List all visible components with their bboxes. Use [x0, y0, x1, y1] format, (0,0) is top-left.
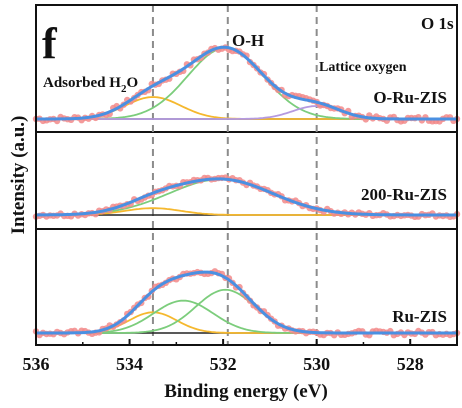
sample-labels: O-Ru-ZIS 200-Ru-ZIS Ru-ZIS — [361, 88, 447, 326]
peak-annotation: Lattice oxygen — [319, 60, 407, 75]
spectrum-panel — [32, 174, 461, 220]
x-axis-label: Binding energy (eV) — [164, 381, 328, 402]
spectrum-panel — [32, 44, 461, 125]
x-tick-label: 534 — [116, 354, 143, 374]
fit-envelope — [36, 45, 457, 121]
peak-annotation: Adsorbed H2O — [43, 75, 138, 95]
plot-frame — [35, 4, 458, 346]
peak-annotations: Adsorbed H2O O-H Lattice oxygen — [43, 31, 407, 95]
raw-data-points — [32, 268, 461, 339]
x-tick-label: 536 — [23, 354, 50, 374]
x-tick-label: 528 — [397, 354, 424, 374]
sample-label: O-Ru-ZIS — [373, 88, 447, 107]
x-axis: 536 534 532 530 528 — [23, 339, 458, 374]
fit-envelope — [36, 177, 457, 217]
peak-annotation: O-H — [232, 31, 264, 50]
panel-separators — [36, 131, 457, 230]
sample-label: Ru-ZIS — [392, 307, 447, 326]
x-tick-label: 532 — [210, 354, 237, 374]
panel-letter: f — [42, 19, 58, 68]
legend-text: O 1s — [421, 14, 454, 33]
fit-envelope — [36, 270, 457, 335]
plot-area — [32, 44, 461, 339]
guide-lines — [151, 5, 318, 345]
spectrum-panel — [32, 268, 461, 339]
x-tick-label: 530 — [303, 354, 330, 374]
y-axis-label: Intensity (a.u.) — [8, 116, 29, 235]
sample-label: 200-Ru-ZIS — [361, 185, 447, 204]
